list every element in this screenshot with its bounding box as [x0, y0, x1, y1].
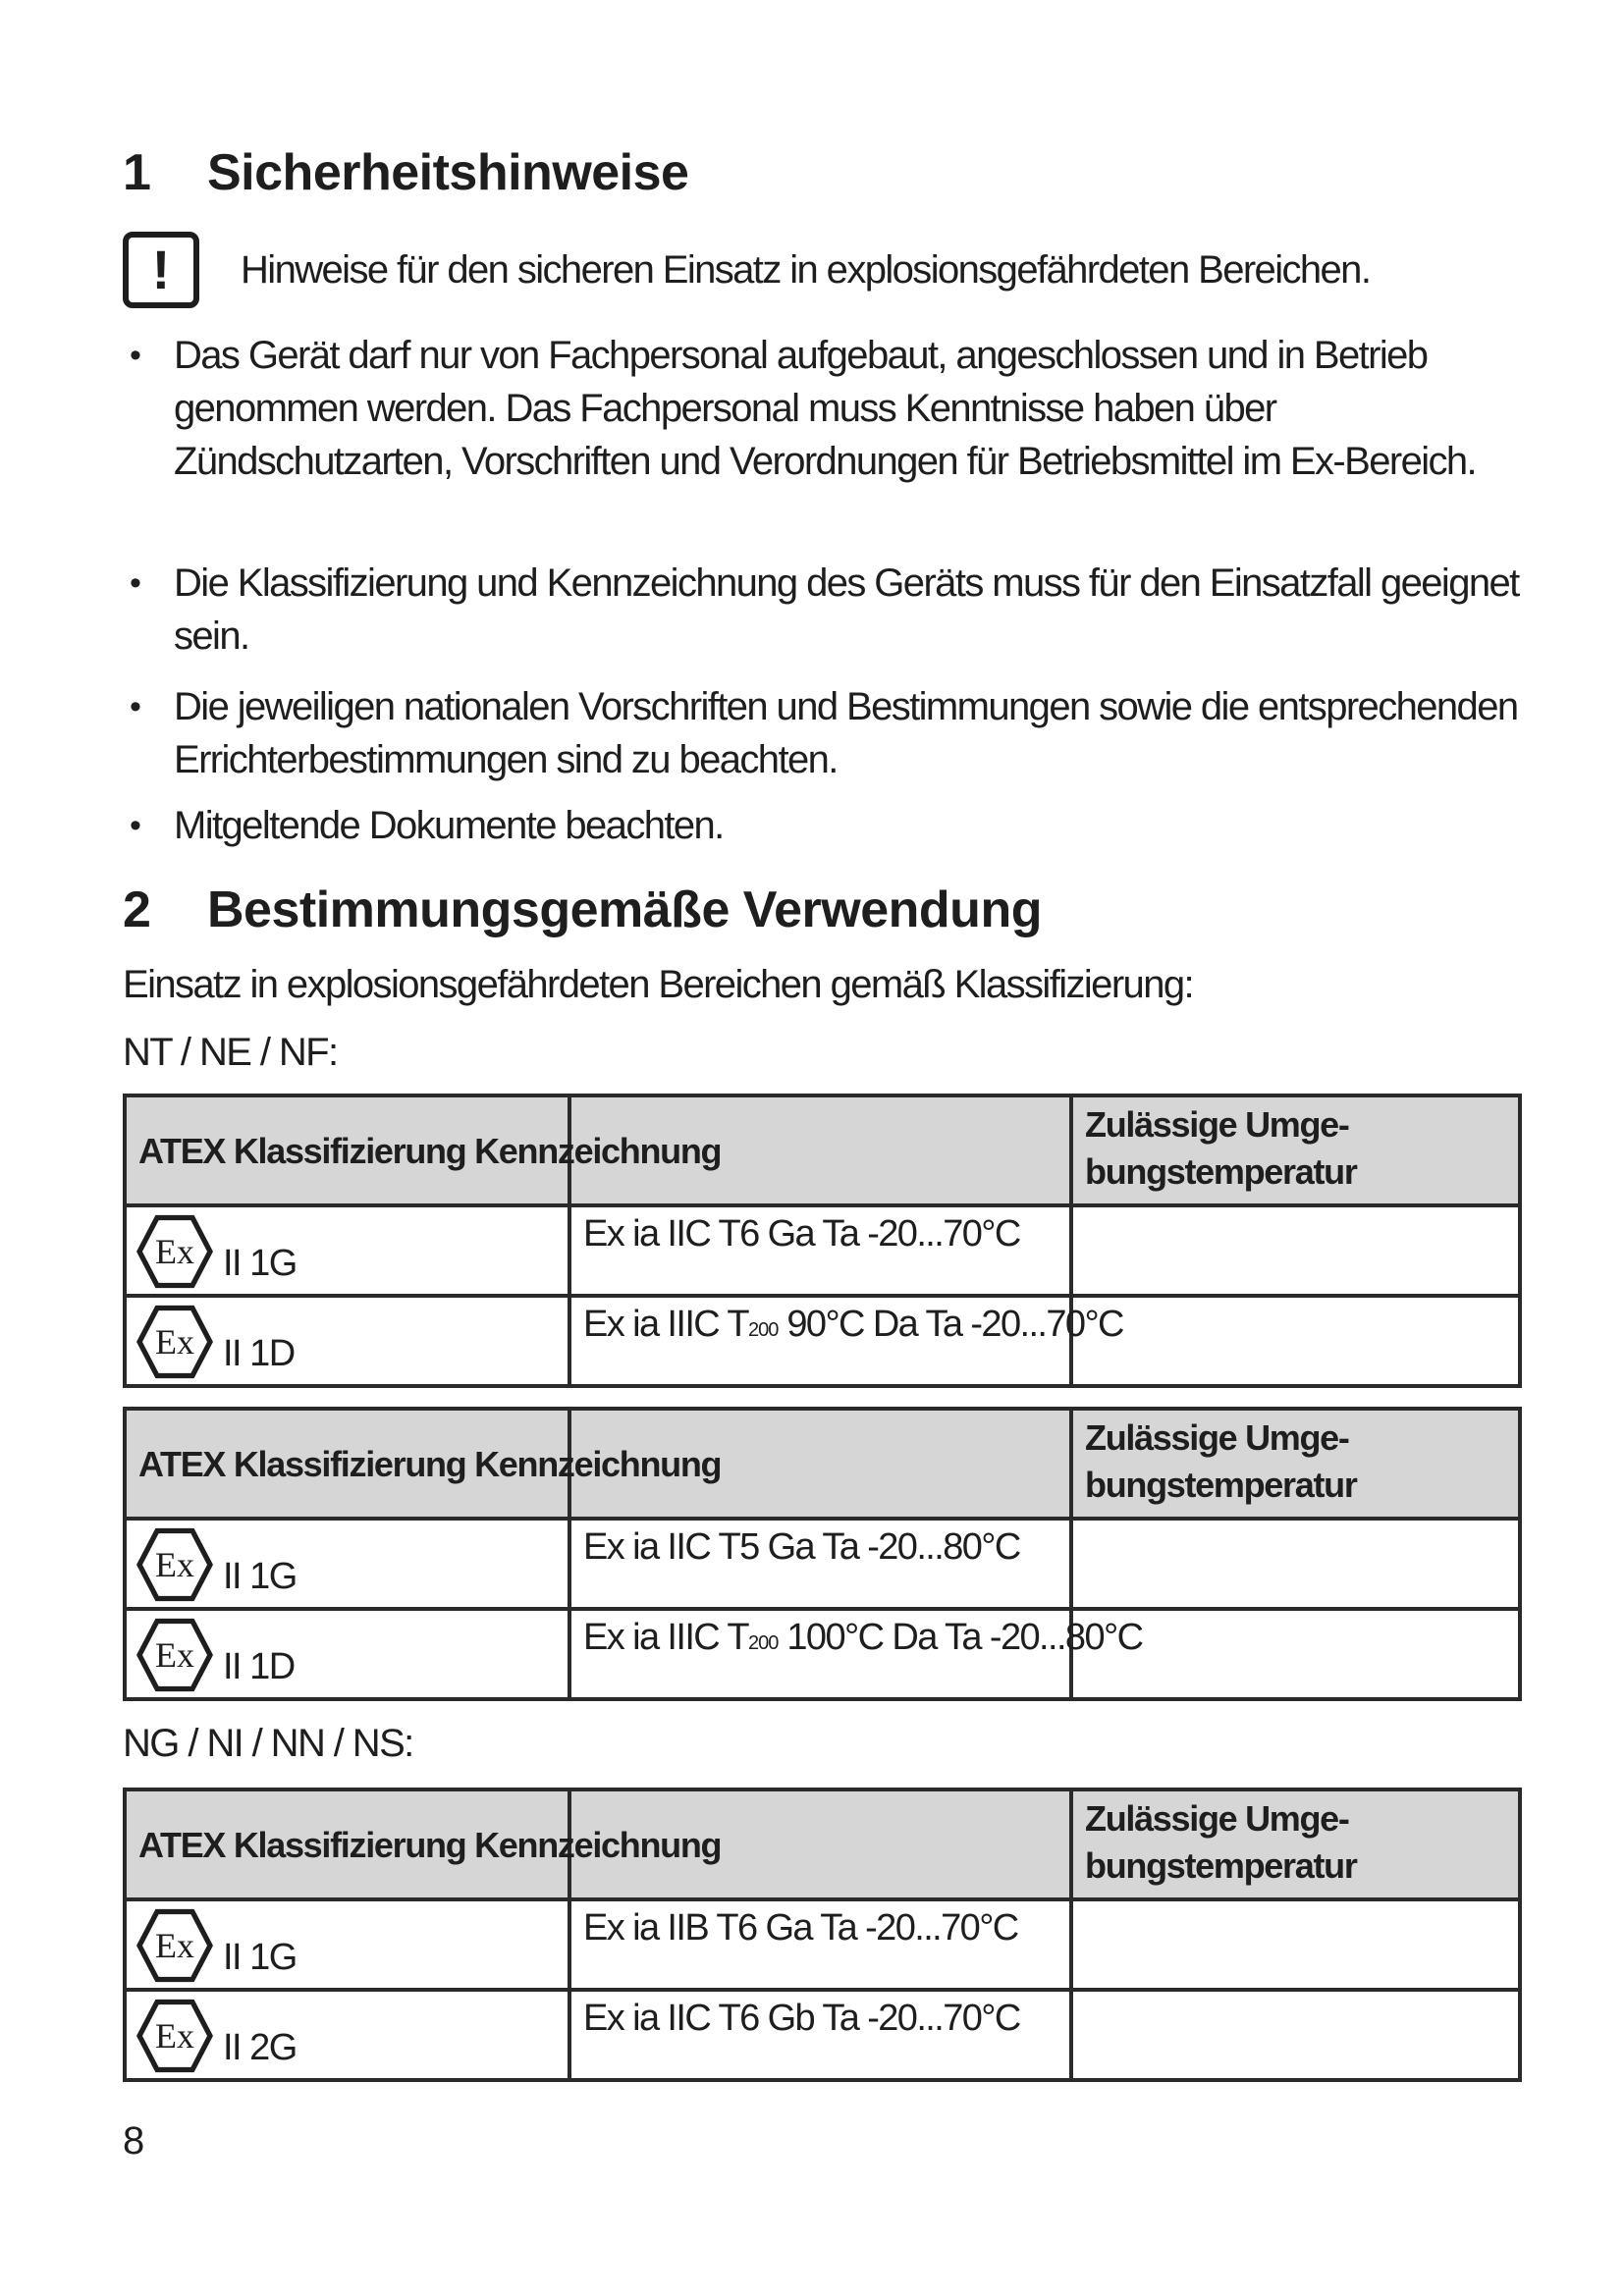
atex-table: ATEX Klassifizierung Kennzeichnung Zuläss… [123, 1094, 1522, 1388]
svg-text:Ex: Ex [155, 1545, 194, 1584]
table-row: Ex II 1D Ex ia IIIC T200 100°C Da Ta -20..… [123, 1607, 1522, 1701]
table-row: Ex II 2G Ex ia IIC T6 Gb Ta -20...70°C [123, 1988, 1522, 2082]
bullet-icon: • [130, 337, 141, 374]
section2-number: 2 [123, 881, 151, 938]
bullet-icon: • [130, 564, 141, 602]
header-cell: ATEX Klassifizierung Kennzeichnung [123, 1094, 723, 1207]
marking-main: Ex ia IIC T6 Gb Ta -20...70°C [583, 1998, 1021, 2039]
marking-text: Ex ia IIC T5 Ga Ta -20...80°C [583, 1526, 1021, 1569]
marking-text: Ex ia IIC T6 Ga Ta -20...70°C [583, 1213, 1021, 1255]
bullet-icon: • [130, 807, 141, 844]
bullet-item: Die jeweiligen nationalen Vorschriften u… [174, 685, 1519, 781]
table-header-row: ATEX Klassifizierung Kennzeichnung Zuläss… [123, 1094, 1522, 1207]
marking-text: Ex ia IIIC T200 100°C Da Ta -20...80°C [583, 1617, 1144, 1659]
class-cell: Ex II 1D [123, 1607, 571, 1701]
section2-title: Bestimmungsgemäße Verwendung [207, 881, 1042, 938]
header-temperature: Zulässige Umge-bungstemperatur [1085, 1798, 1358, 1886]
temperature-cell [1069, 1988, 1522, 2082]
table-header-row: ATEX Klassifizierung Kennzeichnung Zuläss… [123, 1788, 1522, 1901]
class-cell: Ex II 1D [123, 1294, 571, 1388]
temperature-cell [1069, 1203, 1522, 1298]
temperature-cell [1069, 1897, 1522, 1992]
header-cell: Zulässige Umge-bungstemperatur [1069, 1094, 1522, 1207]
table-header-row: ATEX Klassifizierung Kennzeichnung Zuläss… [123, 1407, 1522, 1521]
equipment-class: II 1G [223, 1937, 298, 1978]
marking-text: Ex ia IIB T6 Ga Ta -20...70°C [583, 1907, 1019, 1949]
header-temperature: Zulässige Umge-bungstemperatur [1085, 1104, 1358, 1192]
equipment-class: II 1G [223, 1243, 298, 1284]
atex-table: ATEX Klassifizierung Kennzeichnung Zuläss… [123, 1407, 1522, 1701]
marking-cell: Ex ia IIB T6 Ga Ta -20...70°C [568, 1897, 1073, 1992]
header-cell [568, 1407, 1073, 1521]
header-classification: ATEX Klassifizierung Kennzeichnung [138, 1444, 723, 1484]
marking-suffix: 100°C Da Ta -20...80°C [778, 1617, 1144, 1658]
page-number: 8 [123, 2119, 144, 2163]
table-row: Ex II 1D Ex ia IIIC T200 90°C Da Ta -20...… [123, 1294, 1522, 1388]
marking-main: Ex ia IIC T6 Ga Ta -20...70°C [583, 1213, 1021, 1255]
ex-hexagon-icon: Ex [136, 1526, 213, 1603]
group1-label: NT / NE / NF: [123, 1031, 339, 1074]
header-classification: ATEX Klassifizierung Kennzeichnung [138, 1131, 723, 1171]
ex-hexagon-icon: Ex [136, 1998, 213, 2074]
marking-main: Ex ia IIB T6 Ga Ta -20...70°C [583, 1907, 1019, 1949]
svg-text:Ex: Ex [155, 1232, 194, 1271]
marking-cell: Ex ia IIC T6 Ga Ta -20...70°C [568, 1203, 1073, 1298]
ex-hexagon-icon: Ex [136, 1304, 213, 1380]
marking-main: Ex ia IIIC T [583, 1304, 750, 1345]
marking-cell: Ex ia IIC T5 Ga Ta -20...80°C [568, 1517, 1073, 1611]
group2-label: NG / NI / NN / NS: [123, 1722, 414, 1765]
equipment-class: II 1D [223, 1646, 296, 1687]
svg-text:Ex: Ex [155, 1926, 194, 1965]
bullet-item: Mitgeltende Dokumente beachten. [174, 804, 725, 847]
marking-cell: Ex ia IIC T6 Gb Ta -20...70°C [568, 1988, 1073, 2082]
header-cell: ATEX Klassifizierung Kennzeichnung [123, 1407, 723, 1521]
marking-cell: Ex ia IIIC T200 100°C Da Ta -20...80°C [568, 1607, 1144, 1701]
class-cell: Ex II 1G [123, 1897, 571, 1992]
temperature-cell [1069, 1294, 1522, 1388]
header-cell: ATEX Klassifizierung Kennzeichnung [123, 1788, 723, 1901]
svg-text:Ex: Ex [155, 1635, 194, 1675]
svg-text:Ex: Ex [155, 2016, 194, 2056]
equipment-class: II 1G [223, 1556, 298, 1597]
header-cell [568, 1094, 1073, 1207]
marking-subscript: 200 [748, 1632, 779, 1654]
section1-title: Sicherheitshinweise [207, 144, 689, 201]
marking-subscript: 200 [748, 1319, 779, 1341]
marking-text: Ex ia IIC T6 Gb Ta -20...70°C [583, 1998, 1021, 2040]
section2-intro: Einsatz in explosionsgefährdeten Bereich… [123, 963, 1195, 1006]
ex-hexagon-icon: Ex [136, 1617, 213, 1693]
class-cell: Ex II 1G [123, 1203, 571, 1298]
class-cell: Ex II 2G [123, 1988, 571, 2082]
bullet-item: Die Klassifizierung und Kennzeichnung de… [174, 561, 1520, 658]
header-temperature: Zulässige Umge-bungstemperatur [1085, 1417, 1358, 1505]
equipment-class: II 1D [223, 1333, 296, 1374]
section1-number: 1 [123, 144, 151, 201]
table-row: Ex II 1G Ex ia IIC T6 Ga Ta -20...70°C [123, 1203, 1522, 1298]
marking-suffix: 90°C Da Ta -20...70°C [778, 1304, 1124, 1345]
temperature-cell [1069, 1607, 1522, 1701]
equipment-class: II 2G [223, 2027, 298, 2068]
marking-cell: Ex ia IIIC T200 90°C Da Ta -20...70°C [568, 1294, 1124, 1388]
class-cell: Ex II 1G [123, 1517, 571, 1611]
header-cell: Zulässige Umge-bungstemperatur [1069, 1788, 1522, 1901]
temperature-cell [1069, 1517, 1522, 1611]
bullet-icon: • [130, 688, 141, 725]
table-row: Ex II 1G Ex ia IIB T6 Ga Ta -20...70°C [123, 1897, 1522, 1992]
svg-text:Ex: Ex [155, 1322, 194, 1362]
atex-table: ATEX Klassifizierung Kennzeichnung Zuläss… [123, 1788, 1522, 2082]
ex-hexagon-icon: Ex [136, 1213, 213, 1290]
marking-text: Ex ia IIIC T200 90°C Da Ta -20...70°C [583, 1304, 1124, 1346]
header-cell: Zulässige Umge-bungstemperatur [1069, 1407, 1522, 1521]
table-row: Ex II 1G Ex ia IIC T5 Ga Ta -20...80°C [123, 1517, 1522, 1611]
ex-hexagon-icon: Ex [136, 1907, 213, 1984]
marking-main: Ex ia IIC T5 Ga Ta -20...80°C [583, 1526, 1021, 1568]
bullet-item: Das Gerät darf nur von Fachpersonal aufg… [174, 334, 1478, 483]
header-cell [568, 1788, 1073, 1901]
marking-main: Ex ia IIIC T [583, 1617, 750, 1658]
header-classification: ATEX Klassifizierung Kennzeichnung [138, 1825, 723, 1865]
exclamation-box-icon: ! [123, 232, 199, 308]
section1-intro: Hinweise für den sicheren Einsatz in exp… [241, 248, 1372, 292]
